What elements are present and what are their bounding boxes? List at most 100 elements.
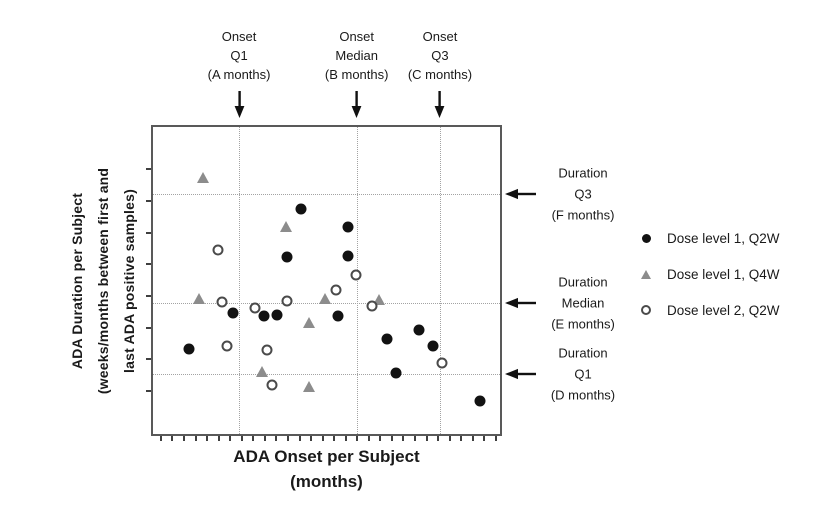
annotation-duration-q3: Duration Q3 (F months) xyxy=(505,162,627,225)
y-axis-title-line: ADA Duration per Subject xyxy=(69,192,86,369)
x-axis-tick xyxy=(471,436,474,441)
x-axis-tick xyxy=(460,436,463,441)
annotation-line: Q1 xyxy=(574,366,592,382)
left-arrow-icon xyxy=(505,298,536,309)
annotation-line: (A months) xyxy=(207,67,271,82)
reference-line-horizontal xyxy=(153,193,500,195)
annotation-line: (E months) xyxy=(551,316,615,332)
data-point-dose-level-1-q4w xyxy=(303,380,316,392)
data-point-dose-level-1-q4w xyxy=(193,292,206,304)
reference-line-horizontal xyxy=(153,374,500,376)
y-axis-tick xyxy=(146,231,151,234)
annotation-line: (B months) xyxy=(324,67,389,82)
x-axis-tick xyxy=(390,436,393,441)
down-arrow-icon xyxy=(351,91,362,118)
y-axis-tick xyxy=(146,358,151,361)
annotation-line: Median xyxy=(335,48,378,63)
y-axis-tick xyxy=(146,199,151,202)
data-point-dose-level-2-q2w xyxy=(212,244,224,256)
data-point-dose-level-1-q2w xyxy=(271,309,283,321)
annotation-line: (F months) xyxy=(551,207,615,223)
x-axis-tick xyxy=(310,436,313,441)
data-point-dose-level-1-q4w xyxy=(319,292,332,304)
annotation-duration-median: Duration Median (E months) xyxy=(505,272,627,335)
data-point-dose-level-1-q4w xyxy=(255,365,268,377)
data-point-dose-level-1-q2w xyxy=(474,395,486,407)
x-axis-title: ADA Onset per Subject (months) xyxy=(151,447,502,492)
y-axis-tick xyxy=(146,168,151,171)
data-point-dose-level-1-q2w xyxy=(427,340,439,352)
annotation-onset-q1: Onset Q1 (A months) xyxy=(164,27,314,118)
reference-line-vertical xyxy=(439,127,441,434)
plot-area xyxy=(146,125,502,441)
annotation-onset-median: Onset Median (B months) xyxy=(282,27,432,118)
data-point-dose-level-1-q2w xyxy=(342,250,354,262)
legend-label: Dose level 1, Q2W xyxy=(667,230,780,246)
data-point-dose-level-1-q4w xyxy=(279,220,292,232)
y-axis-tick xyxy=(146,294,151,297)
x-axis-tick xyxy=(448,436,451,441)
x-axis-tick xyxy=(298,436,301,441)
x-axis-tick xyxy=(494,436,497,441)
data-point-dose-level-2-q2w xyxy=(281,295,293,307)
x-axis-tick xyxy=(344,436,347,441)
annotation-line: Median xyxy=(561,295,605,311)
data-point-dose-level-2-q2w xyxy=(216,296,228,308)
filled-circle-icon xyxy=(636,233,656,243)
annotation-line: (C months) xyxy=(407,67,473,82)
down-arrow-icon xyxy=(435,91,445,118)
data-point-dose-level-2-q2w xyxy=(266,379,278,391)
x-axis-tick xyxy=(437,436,440,441)
reference-line-vertical xyxy=(239,127,241,434)
annotation-line: Duration xyxy=(558,165,608,181)
x-axis-tick xyxy=(252,436,255,441)
x-axis-title-line: ADA Onset per Subject xyxy=(233,447,420,466)
legend-item-dose-level-2-q2w: Dose level 2, Q2W xyxy=(636,292,780,328)
x-axis-tick xyxy=(286,436,289,441)
data-point-dose-level-1-q4w xyxy=(303,317,316,329)
data-point-dose-level-2-q2w xyxy=(221,340,233,352)
legend-item-dose-level-1-q2w: Dose level 1, Q2W xyxy=(636,220,780,256)
x-axis-tick xyxy=(194,436,197,441)
annotation-line: Onset xyxy=(339,29,375,44)
annotation-line: Q3 xyxy=(574,186,592,202)
legend-label: Dose level 2, Q2W xyxy=(667,302,780,318)
y-axis-title-line: last ADA positive samples) xyxy=(121,188,138,373)
x-axis-tick xyxy=(229,436,232,441)
x-axis-tick xyxy=(217,436,220,441)
annotation-line: (D months) xyxy=(550,387,616,403)
x-axis-tick xyxy=(240,436,243,441)
legend-label: Dose level 1, Q4W xyxy=(667,266,780,282)
y-axis-tick xyxy=(146,263,151,266)
data-point-dose-level-2-q2w xyxy=(249,302,261,314)
x-axis-tick xyxy=(171,436,174,441)
data-point-dose-level-2-q2w xyxy=(436,357,448,369)
legend-item-dose-level-1-q4w: Dose level 1, Q4W xyxy=(636,256,780,292)
data-point-dose-level-2-q2w xyxy=(350,269,362,281)
data-point-dose-level-1-q2w xyxy=(381,333,393,345)
annotation-line: Q1 xyxy=(230,48,248,63)
x-axis-tick xyxy=(367,436,370,441)
filled-triangle-icon xyxy=(636,269,656,279)
x-axis-tick xyxy=(263,436,266,441)
x-axis-tick xyxy=(356,436,359,441)
legend: Dose level 1, Q2W Dose level 1, Q4W Dose… xyxy=(636,220,780,328)
data-point-dose-level-2-q2w xyxy=(366,300,378,312)
y-axis-title-line: (weeks/months between first and xyxy=(95,167,112,394)
x-axis-tick xyxy=(321,436,324,441)
data-point-dose-level-1-q4w xyxy=(373,293,386,305)
x-axis-tick xyxy=(159,436,162,441)
reference-line-vertical xyxy=(356,127,358,434)
data-point-dose-level-1-q2w xyxy=(390,367,402,379)
annotation-line: Onset xyxy=(221,29,257,44)
x-axis-tick xyxy=(425,436,428,441)
down-arrow-icon xyxy=(234,91,244,118)
data-point-dose-level-1-q2w xyxy=(295,203,307,215)
data-point-dose-level-2-q2w xyxy=(330,284,342,296)
annotation-duration-q1: Duration Q1 (D months) xyxy=(505,343,627,406)
y-axis-title: ADA Duration per Subject (weeks/months b… xyxy=(54,118,152,443)
y-axis-tick xyxy=(146,326,151,329)
x-axis-tick xyxy=(183,436,186,441)
x-axis-tick xyxy=(333,436,336,441)
